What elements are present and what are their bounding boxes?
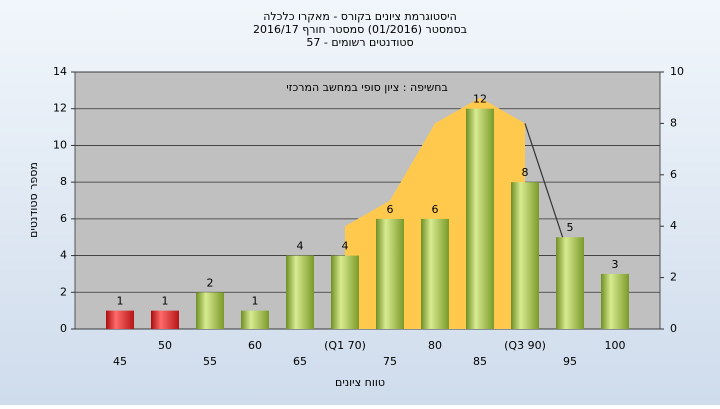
y2-tick-label: 0 <box>670 322 677 335</box>
data-label: 12 <box>473 93 487 106</box>
line <box>524 123 571 260</box>
y2-tick-label: 6 <box>670 168 677 181</box>
x-tick-label: 80 <box>428 339 442 352</box>
bar <box>466 108 494 329</box>
x-tick-label: (Q3 90) <box>504 339 546 352</box>
y-tick-label: 6 <box>60 212 67 225</box>
x-tick-label: 50 <box>158 339 172 352</box>
y2-tick-label: 10 <box>670 65 684 78</box>
x-tick-label: 55 <box>203 355 217 368</box>
bar <box>511 182 539 329</box>
y-tick-label: 2 <box>60 285 67 298</box>
x-tick-label: 75 <box>383 355 397 368</box>
x-tick-label: (Q1 70) <box>324 339 366 352</box>
data-label: 4 <box>342 240 349 253</box>
data-label: 6 <box>387 203 394 216</box>
y-tick-label: 12 <box>53 102 67 115</box>
y-tick-label: 0 <box>60 322 67 335</box>
data-label: 3 <box>612 258 619 271</box>
x-tick-label: 95 <box>563 355 577 368</box>
chart-title: בסמסטר (01/2016) סמסטר חורף 2016/17 <box>253 23 467 36</box>
data-label: 1 <box>252 295 259 308</box>
data-label: 8 <box>522 166 529 179</box>
data-label: 1 <box>162 295 169 308</box>
bar <box>556 237 584 329</box>
bar <box>376 218 404 329</box>
y2-tick-label: 4 <box>670 219 677 232</box>
bar <box>601 273 629 329</box>
y-tick-label: 4 <box>60 249 67 262</box>
data-label: 6 <box>432 203 439 216</box>
x-tick-label: 85 <box>473 355 487 368</box>
bar <box>421 218 449 329</box>
data-label: 1 <box>117 295 124 308</box>
y-axis-label: מספר סטודנטים <box>27 162 40 238</box>
chart-title: סטודנטים רשומים - 57 <box>306 36 413 49</box>
chart-title: היסטוגרמת ציונים בקורס - מאקרו כלכלה <box>263 10 457 23</box>
bar <box>331 255 359 329</box>
y-tick-label: 14 <box>53 65 67 78</box>
annotation: בחשיפה : ציון סופי במחשב המרכזי <box>286 81 448 94</box>
bar <box>286 255 314 329</box>
bar <box>151 310 179 329</box>
x-axis-label: טווח ציונים <box>335 376 385 389</box>
x-tick-label: 60 <box>248 339 262 352</box>
x-tick-label: 65 <box>293 355 307 368</box>
y-tick-label: 8 <box>60 175 67 188</box>
x-tick-label: 100 <box>605 339 626 352</box>
y2-tick-label: 8 <box>670 116 677 129</box>
bar <box>106 310 134 329</box>
bar <box>196 292 224 329</box>
y-tick-label: 10 <box>53 138 67 151</box>
data-label: 5 <box>567 221 574 234</box>
data-label: 4 <box>297 240 304 253</box>
y2-tick-label: 2 <box>670 271 677 284</box>
x-tick-label: 45 <box>113 355 127 368</box>
bar <box>241 310 269 329</box>
data-label: 2 <box>207 276 214 289</box>
